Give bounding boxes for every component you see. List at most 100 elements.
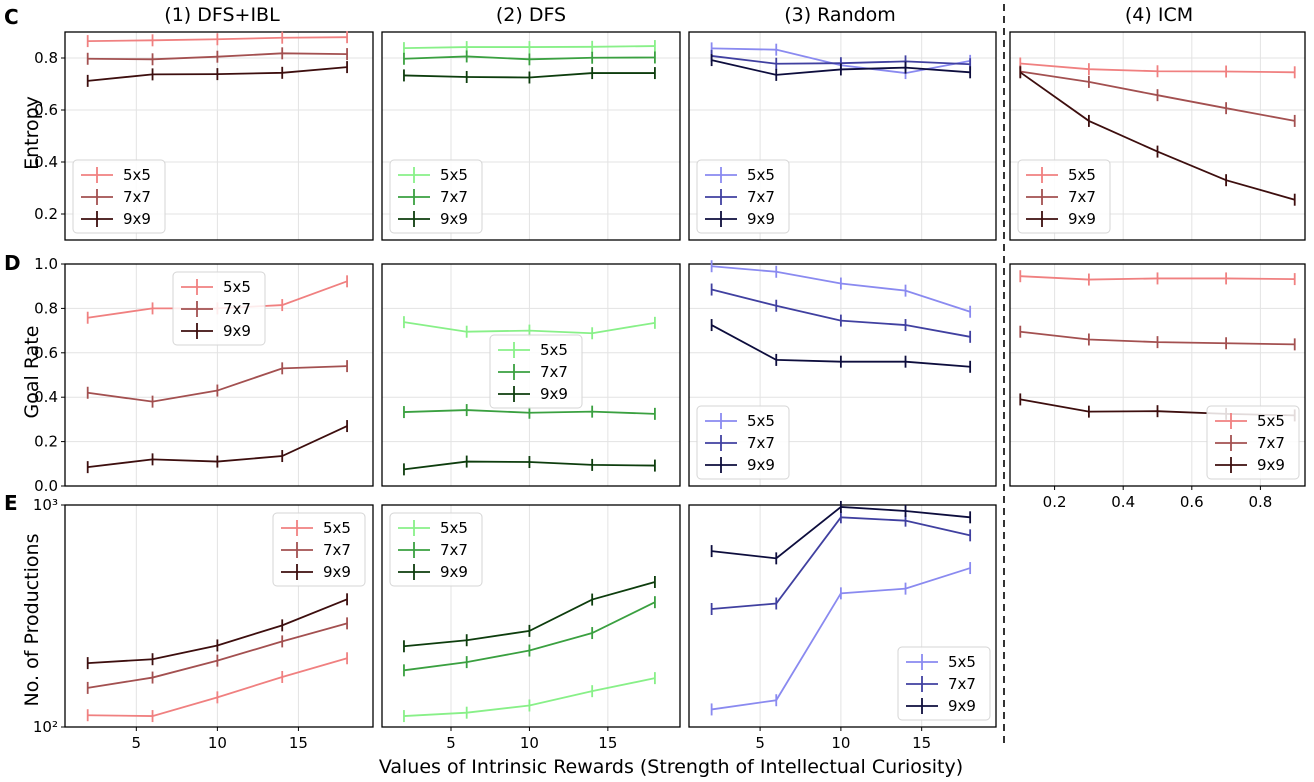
column-title-icm: (4) ICM	[1125, 4, 1193, 26]
legend-label: 5x5	[323, 519, 351, 537]
legend-label: 9x9	[1257, 456, 1285, 474]
ytick-label: 0.4	[34, 388, 58, 406]
ytick-label: 0.2	[34, 205, 58, 223]
legend-prod-dfs: 5x5 7x7 9x9	[389, 512, 483, 587]
legend-label: 5x5	[440, 166, 468, 184]
legend-label: 9x9	[123, 210, 151, 228]
legend-label: 7x7	[747, 434, 775, 452]
chart-entropy-icm: 5x5 7x7 9x9	[1009, 31, 1306, 241]
xtick-label: 10	[520, 734, 539, 752]
chart-goal-icm: 0.2 0.4 0.6 0.8 5x5 7x7 9x9	[1009, 263, 1306, 511]
legend-prod-dfsibl: 5x5 7x7 9x9	[272, 512, 366, 587]
legend-label: 5x5	[540, 341, 568, 359]
row-label-c: C	[4, 5, 19, 29]
legend-entropy-dfsibl: 5x5 7x7 9x9	[72, 159, 166, 234]
xtick-label: 5	[132, 734, 142, 752]
plot-frame	[381, 263, 681, 487]
legend-label: 7x7	[948, 675, 976, 693]
legend-label: 9x9	[440, 210, 468, 228]
plot-frame	[1009, 263, 1306, 487]
ylabel-goal-rate: Goal Rate	[21, 326, 43, 419]
legend-label: 5x5	[1068, 166, 1096, 184]
xtick-label: 0.8	[1248, 493, 1272, 511]
legend-label: 9x9	[440, 563, 468, 581]
legend-label: 7x7	[440, 541, 468, 559]
legend-label: 9x9	[1068, 210, 1096, 228]
legend-label: 5x5	[123, 166, 151, 184]
plot-frame	[688, 263, 997, 487]
legend-label: 5x5	[948, 653, 976, 671]
xtick-label: 0.4	[1111, 493, 1135, 511]
xtick-label: 15	[598, 734, 617, 752]
legend-box	[696, 159, 790, 234]
plot-frame	[64, 263, 374, 487]
legend-box	[489, 334, 583, 409]
plot-frame	[64, 504, 374, 728]
ytick-label: 0.8	[34, 299, 58, 317]
legend-label: 9x9	[223, 322, 251, 340]
legend-label: 5x5	[1257, 412, 1285, 430]
legend-entropy-random: 5x5 7x7 9x9	[696, 159, 790, 234]
legend-label: 5x5	[747, 166, 775, 184]
row-label-e: E	[4, 491, 18, 515]
chart-goal-random: 5x5 7x7 9x9	[688, 260, 997, 487]
column-title-dfsibl: (1) DFS+IBL	[164, 4, 280, 26]
legend-entropy-icm: 5x5 7x7 9x9	[1017, 159, 1111, 234]
chart-entropy-dfs: 5x5 7x7 9x9	[381, 31, 681, 241]
ylabel-productions: No. of Productions	[21, 534, 43, 707]
xtick-label: 15	[289, 734, 308, 752]
plot-frame	[381, 504, 681, 728]
legend-label: 7x7	[1257, 434, 1285, 452]
legend-prod-random: 5x5 7x7 9x9	[897, 646, 991, 721]
plot-frame	[1009, 31, 1306, 241]
legend-box	[389, 512, 483, 587]
chart-goal-dfs: 5x5 7x7 9x9	[381, 263, 681, 487]
legend-box	[272, 512, 366, 587]
chart-prod-dfs: 5 10 15 5x5 7x7 9x9	[381, 504, 681, 752]
xtick-label: 5	[755, 734, 765, 752]
figure-xlabel: Values of Intrinsic Rewards (Strength of…	[379, 756, 963, 778]
ytick-label: 0.4	[34, 153, 58, 171]
legend-goal-dfs: 5x5 7x7 9x9	[489, 334, 583, 409]
legend-box	[72, 159, 166, 234]
legend-box	[389, 159, 483, 234]
legend-label: 9x9	[540, 385, 568, 403]
legend-label: 7x7	[440, 188, 468, 206]
legend-box	[696, 405, 790, 480]
legend-box	[172, 271, 266, 346]
chart-prod-random: 5 10 15 5x5 7x7 9x9	[688, 500, 997, 752]
ytick-label: 0.6	[34, 344, 58, 362]
xtick-label: 10	[831, 734, 850, 752]
plot-frame	[64, 31, 374, 241]
chart-entropy-dfsibl: 0.2 0.4 0.6 0.8 5x5 7x7 9x9	[34, 31, 374, 241]
plot-frame	[688, 504, 997, 728]
xtick-label: 15	[912, 734, 931, 752]
xtick-label: 0.6	[1180, 493, 1204, 511]
legend-label: 7x7	[1068, 188, 1096, 206]
xtick-label: 0.2	[1043, 493, 1067, 511]
legend-label: 9x9	[323, 563, 351, 581]
row-label-d: D	[4, 251, 21, 275]
legend-label: 9x9	[747, 456, 775, 474]
chart-goal-dfsibl: 0.0 0.2 0.4 0.6 0.8 1.0 5x5 7x7 9x9	[34, 255, 374, 495]
legend-label: 7x7	[223, 300, 251, 318]
legend-label: 5x5	[223, 278, 251, 296]
legend-label: 7x7	[323, 541, 351, 559]
legend-label: 5x5	[440, 519, 468, 537]
xtick-label: 10	[208, 734, 227, 752]
legend-label: 7x7	[123, 188, 151, 206]
ytick-label: 0.6	[34, 101, 58, 119]
column-title-random: (3) Random	[784, 4, 896, 26]
chart-prod-dfsibl: 10² 10³ 5 10 15 5x5 7x7 9x9	[33, 496, 374, 752]
legend-goal-random: 5x5 7x7 9x9	[696, 405, 790, 480]
xtick-label: 5	[446, 734, 456, 752]
legend-label: 9x9	[948, 697, 976, 715]
ytick-label: 10²	[33, 718, 58, 736]
legend-entropy-dfs: 5x5 7x7 9x9	[389, 159, 483, 234]
ytick-label: 0.0	[34, 477, 58, 495]
column-title-dfs: (2) DFS	[496, 4, 566, 26]
legend-box	[897, 646, 991, 721]
ytick-label: 1.0	[34, 255, 58, 273]
ytick-label: 10³	[33, 496, 58, 514]
